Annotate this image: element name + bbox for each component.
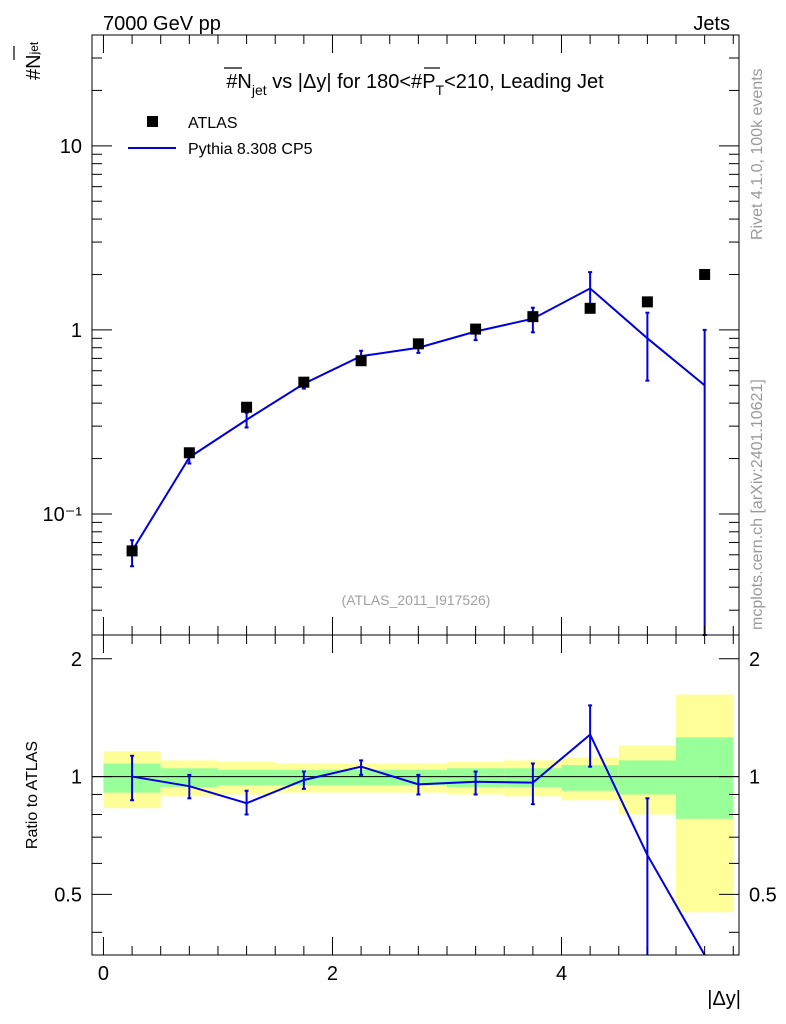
y-tick-label: 10: [60, 136, 82, 158]
green-band: [561, 765, 619, 791]
atlas-point: [584, 302, 596, 314]
legend-pythia-label: Pythia 8.308 CP5: [188, 141, 313, 158]
atlas-point: [298, 376, 310, 388]
ratio-y-tick-label: 2: [71, 649, 82, 671]
y-tick-label: 10⁻¹: [43, 504, 83, 526]
y-tick-label: 1: [71, 320, 82, 342]
ylabel-sub: jet: [27, 41, 41, 55]
atlas-point: [699, 268, 711, 280]
title-sub: jet: [251, 82, 267, 98]
title-p: P: [422, 71, 435, 93]
main-x-ticks: [102, 35, 734, 635]
main-y-label: #Njet: [23, 41, 45, 80]
legend: ATLAS Pythia 8.308 CP5: [128, 115, 313, 158]
green-band: [676, 737, 734, 819]
green-band: [618, 760, 677, 795]
ylabel-main: #N: [23, 54, 45, 80]
title-psub: T: [436, 82, 445, 98]
ratio-y-tick-label-right: 1: [749, 767, 760, 789]
x-tick-label: 4: [556, 963, 567, 985]
side-label-rivet: Rivet 4.1.0, 100k events: [749, 68, 766, 240]
atlas-point: [126, 545, 138, 557]
title-mid: vs |Δy| for 180<#: [267, 71, 423, 93]
side-label-mcplots: mcplots.cern.ch [arXiv:2401.10621]: [749, 379, 766, 630]
x-axis-label: |Δy|: [707, 988, 741, 1010]
atlas-point: [527, 311, 539, 323]
atlas-point: [241, 401, 253, 413]
watermark: (ATLAS_2011_I917526): [342, 592, 491, 608]
plot-title: #Njet vs |Δy| for 180<#PT<210, Leading J…: [226, 71, 604, 98]
atlas-point: [183, 447, 195, 459]
ratio-y-tick-label: 0.5: [54, 884, 82, 906]
atlas-point: [355, 355, 367, 367]
atlas-point: [470, 323, 482, 335]
ratio-frame: [91, 634, 740, 956]
ratio-axes: 0.5 0.5 1 1 2 2 0 2 4: [54, 635, 777, 985]
green-band: [332, 769, 390, 786]
ratio-y-label: Ratio to ATLAS: [24, 741, 41, 849]
ratio-y-tick-label-right: 2: [749, 649, 760, 671]
atlas-point: [641, 296, 653, 308]
svg-text:#Njet: #Njet: [23, 41, 45, 80]
header-right: Jets: [693, 13, 730, 35]
legend-atlas-label: ATLAS: [188, 115, 238, 132]
ratio-y-tick-label: 1: [71, 767, 82, 789]
x-tick-label: 0: [98, 963, 109, 985]
green-band: [217, 769, 276, 786]
main-y-axis: 10 1 10⁻¹: [43, 34, 739, 611]
x-tick-label: 2: [327, 963, 338, 985]
ratio-y-tick-label-right: 0.5: [749, 884, 777, 906]
legend-atlas-marker: [147, 116, 158, 127]
header-left: 7000 GeV pp: [103, 13, 221, 35]
ratio-plot: 0.5 0.5 1 1 2 2 0 2 4 Ratio to ATLAS |Δy|: [24, 634, 777, 1010]
pythia-line: [131, 287, 706, 552]
title-suffix: <210, Leading Jet: [444, 71, 604, 93]
ratio-line: [131, 733, 706, 956]
title-prefix: #N: [226, 71, 252, 93]
atlas-point: [412, 338, 424, 350]
